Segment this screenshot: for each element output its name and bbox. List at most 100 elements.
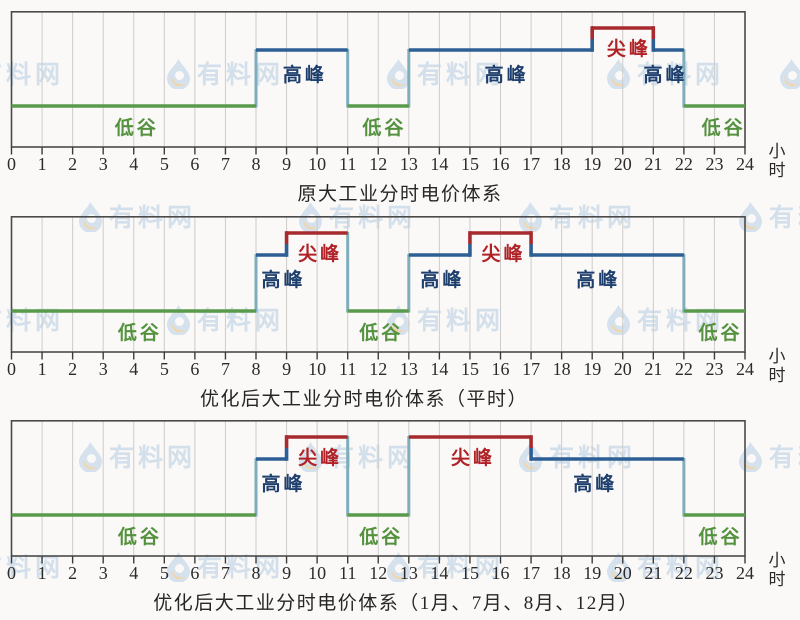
x-tick-label: 2 <box>68 359 78 379</box>
segment-label-peak: 高峰 <box>576 270 621 291</box>
x-tick-label: 2 <box>68 154 78 174</box>
segment-label-peak: 高峰 <box>261 474 306 495</box>
watermark-droplet-logo <box>387 551 410 582</box>
chart-original-title: 原大工业分时电价体系 <box>297 184 503 205</box>
x-tick-label: 8 <box>251 563 261 583</box>
site-watermark: 有料网 <box>605 548 724 584</box>
watermark-text: 有料网 <box>109 445 197 472</box>
x-tick-label: 4 <box>129 154 139 174</box>
x-tick-label: 24 <box>736 563 754 583</box>
watermark-text: 有料网 <box>549 205 637 232</box>
x-tick-label: 10 <box>308 563 327 583</box>
x-tick-label: 18 <box>552 154 571 174</box>
x-tick-label: 17 <box>522 563 541 583</box>
watermark-text: 有料网 <box>417 308 505 335</box>
x-tick-label: 21 <box>644 154 663 174</box>
x-tick-label: 6 <box>190 563 200 583</box>
x-tick-label: 17 <box>522 154 541 174</box>
site-watermark: 有料网 <box>385 55 504 91</box>
watermark-text: 有料网 <box>109 205 197 232</box>
site-watermark: 有料网 <box>385 548 504 584</box>
watermark-droplet-logo <box>607 551 630 582</box>
segment-label-valley: 低谷 <box>359 527 404 548</box>
x-tick-label: 22 <box>674 359 693 379</box>
watermark-text: 有料网 <box>417 62 505 89</box>
segment-label-peak: 高峰 <box>282 65 327 86</box>
x-tick-label: 13 <box>399 359 418 379</box>
x-tick-label: 24 <box>736 359 754 379</box>
x-tick-label: 11 <box>339 563 357 583</box>
watermark-text: 有料网 <box>769 445 800 472</box>
x-tick-label: 5 <box>159 563 169 583</box>
x-tick-label: 20 <box>613 359 632 379</box>
x-tick-label: 0 <box>7 154 16 174</box>
x-tick-label: 0 <box>7 563 16 583</box>
x-tick-label: 3 <box>98 359 108 379</box>
x-tick-label: 17 <box>522 359 541 379</box>
x-tick-label: 1 <box>37 563 47 583</box>
chart-optimized-peak-months-plot <box>10 420 746 564</box>
segment-label-sharp: 尖峰 <box>298 448 343 469</box>
x-axis-unit-label: 小时 <box>768 142 786 180</box>
x-tick-label: 1 <box>37 359 47 379</box>
chart-optimized-normal-tou-pricing: 0 1 2 3 4 5 6 7 8 9 10 11 12 13 14 15 16 17 18 19 20 21 22 23 24… <box>0 216 800 428</box>
site-watermark: 有料网 <box>77 438 196 474</box>
x-tick-label: 1 <box>37 154 47 174</box>
watermark-droplet-logo <box>167 551 190 582</box>
segment-label-valley: 低谷 <box>359 323 404 344</box>
x-axis-unit-label: 小时 <box>768 551 786 589</box>
x-tick-label: 15 <box>460 563 479 583</box>
segment-label-valley: 低谷 <box>698 527 743 548</box>
segment-label-sharp: 尖峰 <box>606 39 651 60</box>
site-watermark: 有料网 <box>165 55 284 91</box>
watermark-droplet-logo <box>167 58 190 89</box>
chart-optimized-normal-title: 优化后大工业分时电价体系（平时） <box>199 389 528 410</box>
x-tick-label: 5 <box>159 359 169 379</box>
site-watermark: 有料网 <box>778 55 800 91</box>
x-tick-label: 10 <box>308 359 327 379</box>
x-tick-label: 16 <box>491 563 510 583</box>
x-tick-label: 0 <box>7 359 16 379</box>
segment-label-valley: 低谷 <box>701 118 746 139</box>
watermark-text: 有料网 <box>417 555 505 582</box>
x-tick-label: 19 <box>583 154 602 174</box>
x-tick-label: 19 <box>583 359 602 379</box>
x-tick-label: 14 <box>430 359 449 379</box>
x-tick-label: 22 <box>674 154 693 174</box>
watermark-droplet-logo <box>387 58 410 89</box>
x-tick-label: 16 <box>491 154 510 174</box>
segment-label-valley: 低谷 <box>117 527 162 548</box>
x-tick-label: 5 <box>159 154 169 174</box>
watermark-text: 有料网 <box>0 62 65 89</box>
watermark-droplet-logo <box>780 58 800 89</box>
x-tick-label: 13 <box>399 154 418 174</box>
x-tick-label: 9 <box>282 154 292 174</box>
x-tick-label: 7 <box>220 154 230 174</box>
segment-label-sharp: 尖峰 <box>450 448 495 469</box>
watermark-droplet-logo <box>607 304 630 335</box>
x-tick-label: 7 <box>220 563 230 583</box>
segment-label-valley: 低谷 <box>117 323 162 344</box>
watermark-droplet-logo <box>387 304 410 335</box>
watermark-droplet-logo <box>167 304 190 335</box>
segment-label-valley: 低谷 <box>698 323 743 344</box>
site-watermark: 有料网 <box>297 438 416 474</box>
x-tick-label: 23 <box>705 154 724 174</box>
x-tick-label: 3 <box>98 154 108 174</box>
x-tick-label: 13 <box>399 563 418 583</box>
x-tick-label: 11 <box>339 359 357 379</box>
x-tick-label: 20 <box>613 154 632 174</box>
chart-original-plot <box>10 11 746 155</box>
chart-optimized-peak-months-tou-pricing: 0 1 2 3 4 5 6 7 8 9 10 11 12 13 14 15 16 17 18 19 20 21 22 23 24… <box>0 420 800 620</box>
x-tick-label: 21 <box>644 563 663 583</box>
x-tick-label: 15 <box>460 154 479 174</box>
watermark-text: 有料网 <box>0 555 65 582</box>
x-tick-label: 4 <box>129 359 139 379</box>
x-tick-label: 22 <box>674 563 693 583</box>
x-tick-label: 18 <box>552 563 571 583</box>
chart-optimized-peak-months-title: 优化后大工业分时电价体系（1月、7月、8月、12月） <box>153 593 639 614</box>
watermark-text: 有料网 <box>197 62 285 89</box>
watermark-text: 有料网 <box>197 555 285 582</box>
watermark-droplet-logo <box>299 441 322 472</box>
